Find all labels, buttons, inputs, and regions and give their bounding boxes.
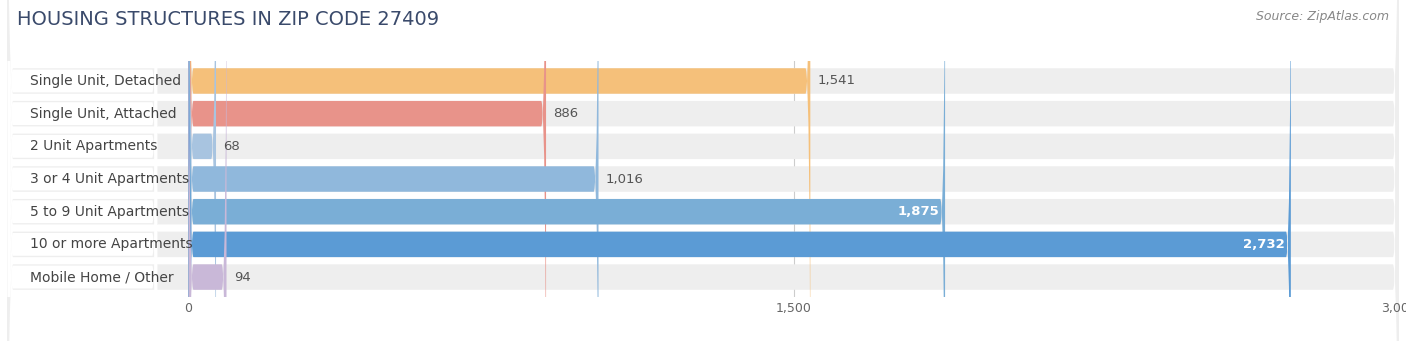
FancyBboxPatch shape <box>7 0 1399 341</box>
Text: 1,875: 1,875 <box>897 205 939 218</box>
FancyBboxPatch shape <box>7 0 1399 341</box>
Text: 68: 68 <box>224 140 240 153</box>
FancyBboxPatch shape <box>188 0 546 341</box>
FancyBboxPatch shape <box>8 0 157 341</box>
Text: HOUSING STRUCTURES IN ZIP CODE 27409: HOUSING STRUCTURES IN ZIP CODE 27409 <box>17 10 439 29</box>
FancyBboxPatch shape <box>7 0 1399 341</box>
Text: 2,732: 2,732 <box>1243 238 1285 251</box>
Text: 5 to 9 Unit Apartments: 5 to 9 Unit Apartments <box>30 205 188 219</box>
Text: Single Unit, Detached: Single Unit, Detached <box>30 74 181 88</box>
FancyBboxPatch shape <box>8 0 157 341</box>
FancyBboxPatch shape <box>8 0 157 341</box>
FancyBboxPatch shape <box>7 0 1399 341</box>
Text: 10 or more Apartments: 10 or more Apartments <box>30 237 193 251</box>
FancyBboxPatch shape <box>7 0 1399 341</box>
FancyBboxPatch shape <box>8 0 157 341</box>
Text: 1,016: 1,016 <box>606 173 644 186</box>
Text: 2 Unit Apartments: 2 Unit Apartments <box>30 139 157 153</box>
FancyBboxPatch shape <box>7 0 1399 341</box>
Text: 3 or 4 Unit Apartments: 3 or 4 Unit Apartments <box>30 172 190 186</box>
Text: Mobile Home / Other: Mobile Home / Other <box>30 270 174 284</box>
Text: 886: 886 <box>554 107 578 120</box>
FancyBboxPatch shape <box>188 0 945 341</box>
Text: 1,541: 1,541 <box>817 74 856 88</box>
FancyBboxPatch shape <box>188 0 810 341</box>
FancyBboxPatch shape <box>188 0 1291 341</box>
FancyBboxPatch shape <box>8 0 157 341</box>
Text: Single Unit, Attached: Single Unit, Attached <box>30 107 177 121</box>
FancyBboxPatch shape <box>8 0 157 341</box>
FancyBboxPatch shape <box>7 0 1399 341</box>
FancyBboxPatch shape <box>188 0 217 341</box>
FancyBboxPatch shape <box>188 0 599 341</box>
Text: Source: ZipAtlas.com: Source: ZipAtlas.com <box>1256 10 1389 23</box>
Text: 94: 94 <box>233 270 250 284</box>
FancyBboxPatch shape <box>188 0 226 341</box>
FancyBboxPatch shape <box>8 0 157 341</box>
